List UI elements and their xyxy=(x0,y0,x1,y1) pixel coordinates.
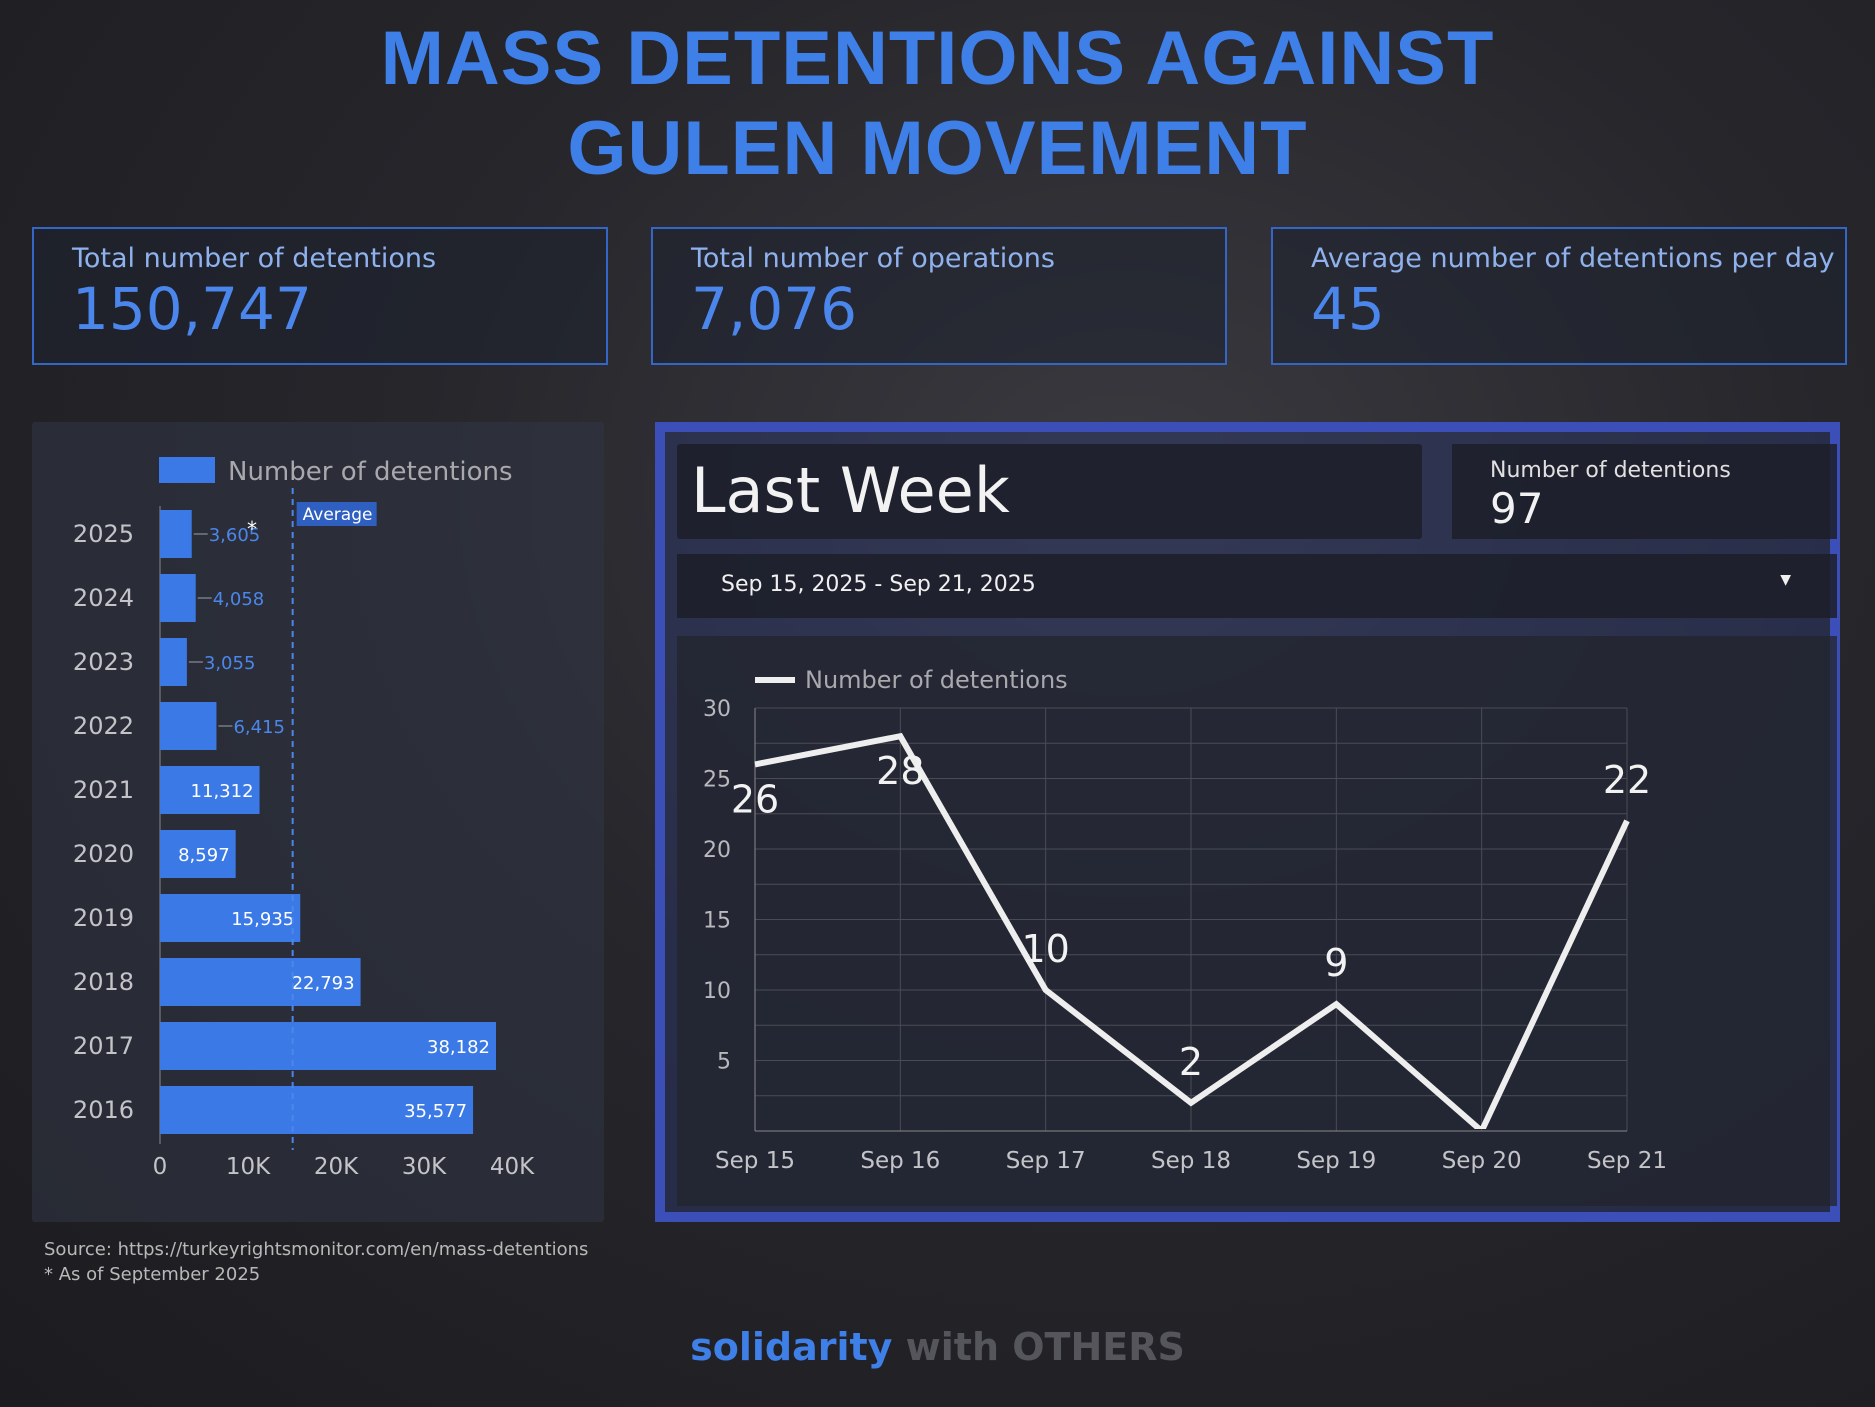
kpi-average-per-day: Average number of detentions per day 45 xyxy=(1271,227,1847,365)
bar-value-label: 11,312 xyxy=(191,781,254,802)
average-label: Average xyxy=(303,505,373,525)
legend-label: Number of detentions xyxy=(228,457,513,487)
footer-brand: solidarity with OTHERS xyxy=(0,1325,1875,1369)
kpi-value: 150,747 xyxy=(72,275,312,343)
bar xyxy=(160,830,236,878)
daily-line-chart-panel: Number of detentions 5 10 15 20 25 30 Sep 15 Sep… xyxy=(677,636,1837,1206)
kpi-label: Number of detentions xyxy=(1490,458,1731,483)
kpi-label: Total number of operations xyxy=(691,243,1055,274)
bar-value-label: 4,058 xyxy=(213,589,265,610)
bar xyxy=(160,894,301,942)
category-label: 2017 xyxy=(73,1032,134,1060)
bar xyxy=(160,574,196,622)
average-label-box xyxy=(296,502,377,526)
last-week-detentions-kpi: Number of detentions 97 xyxy=(1452,444,1837,539)
kpi-label: Average number of detentions per day xyxy=(1311,243,1835,274)
kpi-value: 45 xyxy=(1311,275,1385,343)
date-range-selector[interactable]: Sep 15, 2025 - Sep 21, 2025 ▼ xyxy=(677,554,1837,618)
category-label: 2023 xyxy=(73,648,134,676)
bar-value-label: 8,597 xyxy=(178,845,230,866)
kpi-total-detentions: Total number of detentions 150,747 xyxy=(32,227,608,365)
category-label: 2021 xyxy=(73,776,134,804)
source-line: Source: https://turkeyrightsmonitor.com/… xyxy=(44,1239,589,1260)
page-title: MASS DETENTIONS AGAINST GULEN MOVEMENT xyxy=(0,14,1875,194)
bar-value-label: 15,935 xyxy=(231,909,294,930)
point-value-label: 10 xyxy=(1021,927,1069,971)
x-tick-label: Sep 17 xyxy=(1006,1148,1086,1174)
bar xyxy=(160,1022,497,1070)
x-tick-label: Sep 18 xyxy=(1151,1148,1231,1174)
x-tick-label: 30K xyxy=(402,1154,447,1180)
x-tick-label: 0 xyxy=(153,1154,168,1180)
bar-value-label: 6,415 xyxy=(233,717,285,738)
x-tick-label: 20K xyxy=(314,1154,359,1180)
bar xyxy=(160,510,192,558)
bar xyxy=(160,638,187,686)
point-value-label: 26 xyxy=(731,777,779,821)
bar-value-label: 3,605 xyxy=(209,525,261,546)
category-label: 2020 xyxy=(73,840,134,868)
x-tick-label: 10K xyxy=(226,1154,271,1180)
asterisk-mark: * xyxy=(247,517,257,541)
kpi-value: 7,076 xyxy=(691,275,858,343)
bar xyxy=(160,766,260,814)
category-label: 2025 xyxy=(73,520,134,548)
point-value-label: 28 xyxy=(876,749,924,793)
bar-value-label: 38,182 xyxy=(427,1037,490,1058)
point-value-label: 9 xyxy=(1324,941,1348,985)
x-tick-label: Sep 21 xyxy=(1587,1148,1667,1174)
yearly-bar-chart-panel: Number of detentions 2025 3,605 * 2024 4,058 2… xyxy=(32,422,604,1222)
bar-value-label: 22,793 xyxy=(292,973,355,994)
daily-line-chart: Number of detentions 5 10 15 20 25 30 Sep 15 Sep… xyxy=(703,666,1667,1174)
legend-label: Number of detentions xyxy=(805,666,1068,694)
y-tick-label: 25 xyxy=(703,768,731,793)
footer-brand-part1: solidarity xyxy=(690,1325,893,1369)
last-week-panel: Last Week Number of detentions 97 Sep 15… xyxy=(655,422,1840,1222)
y-tick-label: 30 xyxy=(703,697,731,722)
x-tick-label: 40K xyxy=(490,1154,535,1180)
category-label: 2019 xyxy=(73,904,134,932)
note-line: * As of September 2025 xyxy=(44,1264,261,1285)
chevron-down-icon[interactable]: ▼ xyxy=(1780,572,1791,588)
y-tick-label: 15 xyxy=(703,909,731,934)
category-label: 2018 xyxy=(73,968,134,996)
footer-brand-part2: with OTHERS xyxy=(905,1325,1185,1369)
series-line xyxy=(754,732,1630,1129)
x-tick-label: Sep 20 xyxy=(1442,1148,1522,1174)
legend-swatch xyxy=(159,457,215,483)
x-tick-label: Sep 16 xyxy=(860,1148,940,1174)
y-tick-label: 20 xyxy=(703,838,731,863)
last-week-title: Last Week xyxy=(691,454,1010,527)
category-label: 2016 xyxy=(73,1096,134,1124)
source-notes: Source: https://turkeyrightsmonitor.com/… xyxy=(44,1237,588,1287)
category-label: 2024 xyxy=(73,584,134,612)
y-tick-label: 10 xyxy=(703,979,731,1004)
title-line-1: MASS DETENTIONS AGAINST xyxy=(380,16,1495,101)
kpi-label: Total number of detentions xyxy=(72,243,437,274)
bar-value-label: 35,577 xyxy=(404,1101,467,1122)
bar xyxy=(160,958,361,1006)
kpi-value: 97 xyxy=(1490,484,1544,533)
x-tick-label: Sep 15 xyxy=(715,1148,795,1174)
bar xyxy=(160,1086,474,1134)
title-line-2: GULEN MOVEMENT xyxy=(567,106,1308,191)
x-tick-label: Sep 19 xyxy=(1296,1148,1376,1174)
bar-value-label: 3,055 xyxy=(204,653,256,674)
point-value-label: 22 xyxy=(1603,758,1651,802)
date-range-text: Sep 15, 2025 - Sep 21, 2025 xyxy=(721,572,1036,597)
last-week-header: Last Week xyxy=(677,444,1422,539)
bar xyxy=(160,702,217,750)
point-value-label: 2 xyxy=(1179,1040,1203,1084)
category-label: 2022 xyxy=(73,712,134,740)
yearly-bar-chart: Number of detentions 2025 3,605* 2024 4,058 2… xyxy=(73,457,535,1180)
kpi-total-operations: Total number of operations 7,076 xyxy=(651,227,1227,365)
y-tick-label: 5 xyxy=(717,1050,731,1075)
